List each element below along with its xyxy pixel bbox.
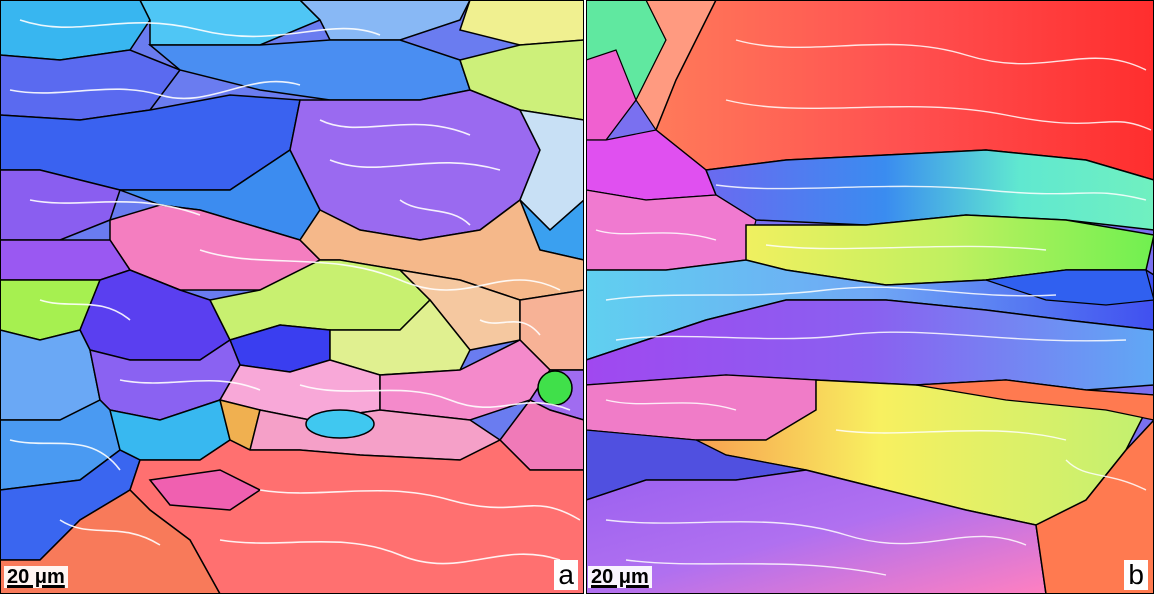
panel-label-b: b xyxy=(1124,560,1148,590)
ebsd-map-panel-a: 20 μm a xyxy=(0,0,584,594)
ebsd-map-panel-b: 20 μm b xyxy=(586,0,1154,594)
panel-label-a: a xyxy=(554,560,578,590)
scale-bar-b-label: 20 μm xyxy=(591,566,649,588)
ebsd-orientation-map-b xyxy=(586,0,1154,594)
scale-bar-b: 20 μm xyxy=(588,566,652,588)
panel-divider xyxy=(584,0,586,594)
scale-bar-a-label: 20 μm xyxy=(7,566,65,588)
scale-bar-a: 20 μm xyxy=(4,566,68,588)
ebsd-orientation-map-a xyxy=(0,0,584,594)
